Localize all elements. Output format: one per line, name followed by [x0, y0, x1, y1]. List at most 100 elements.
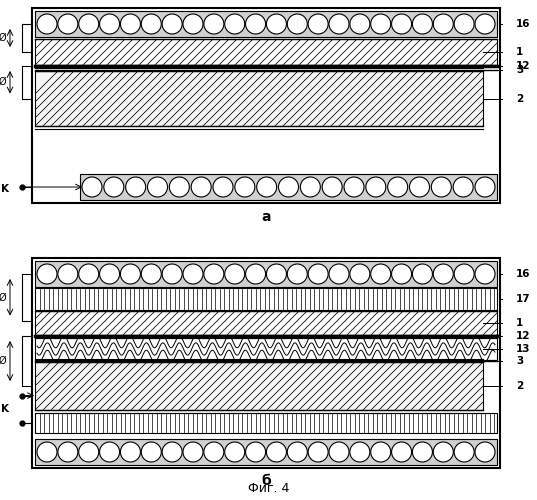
Bar [35, 362, 483, 410]
Text: 16: 16 [516, 19, 531, 29]
Bar [35, 311, 497, 335]
Circle shape [266, 442, 286, 462]
Circle shape [126, 177, 146, 197]
Circle shape [371, 264, 391, 284]
Circle shape [475, 177, 495, 197]
Circle shape [279, 177, 299, 197]
Circle shape [266, 14, 286, 34]
Circle shape [433, 442, 453, 462]
Text: 16: 16 [516, 269, 531, 279]
Circle shape [475, 264, 495, 284]
Text: Ø: Ø [0, 356, 6, 366]
Circle shape [58, 14, 78, 34]
Circle shape [183, 264, 203, 284]
Circle shape [245, 442, 266, 462]
Circle shape [412, 14, 432, 34]
Circle shape [82, 177, 102, 197]
Circle shape [322, 177, 342, 197]
Bar [35, 413, 497, 433]
Text: 3: 3 [516, 356, 523, 366]
Circle shape [204, 264, 224, 284]
Circle shape [120, 442, 141, 462]
Bar [35, 71, 483, 126]
Circle shape [120, 14, 141, 34]
Circle shape [104, 177, 124, 197]
Circle shape [391, 442, 411, 462]
Bar [35, 338, 497, 360]
Circle shape [141, 14, 161, 34]
Circle shape [287, 442, 307, 462]
Circle shape [191, 177, 211, 197]
Circle shape [99, 442, 120, 462]
Circle shape [224, 264, 245, 284]
Circle shape [224, 14, 245, 34]
Circle shape [300, 177, 321, 197]
Circle shape [58, 442, 78, 462]
Circle shape [287, 264, 307, 284]
Bar [35, 39, 497, 65]
Circle shape [329, 264, 349, 284]
Circle shape [287, 14, 307, 34]
Circle shape [257, 177, 277, 197]
Circle shape [37, 442, 57, 462]
Text: 17: 17 [516, 294, 531, 304]
Circle shape [79, 264, 99, 284]
Circle shape [162, 264, 182, 284]
Text: Фиг. 4: Фиг. 4 [248, 482, 289, 495]
Text: 2: 2 [516, 381, 523, 391]
Circle shape [266, 264, 286, 284]
Text: Ø: Ø [0, 292, 6, 302]
Bar [35, 288, 497, 310]
Circle shape [454, 442, 474, 462]
Circle shape [79, 442, 99, 462]
Circle shape [412, 264, 432, 284]
Bar [35, 11, 497, 37]
Bar [35, 439, 497, 465]
Circle shape [37, 264, 57, 284]
Circle shape [224, 442, 245, 462]
Text: 13: 13 [516, 344, 531, 354]
Circle shape [99, 14, 120, 34]
Bar [32, 8, 500, 203]
Bar [80, 174, 497, 200]
Circle shape [371, 442, 391, 462]
Circle shape [245, 264, 266, 284]
Circle shape [350, 14, 370, 34]
Text: 1: 1 [516, 47, 523, 57]
Circle shape [454, 14, 474, 34]
Text: б: б [261, 474, 271, 488]
Bar [35, 261, 497, 287]
Circle shape [162, 442, 182, 462]
Circle shape [308, 442, 328, 462]
Text: 2: 2 [516, 94, 523, 104]
Circle shape [410, 177, 430, 197]
Circle shape [391, 264, 411, 284]
Circle shape [433, 264, 453, 284]
Circle shape [308, 14, 328, 34]
Circle shape [366, 177, 386, 197]
Circle shape [169, 177, 190, 197]
Circle shape [120, 264, 141, 284]
Bar [35, 338, 497, 360]
Circle shape [213, 177, 233, 197]
Circle shape [388, 177, 408, 197]
Bar [32, 258, 500, 468]
Bar [35, 39, 497, 65]
Text: Ø: Ø [0, 33, 6, 43]
Circle shape [79, 14, 99, 34]
Circle shape [148, 177, 168, 197]
Circle shape [141, 442, 161, 462]
Text: а: а [261, 210, 271, 224]
Circle shape [371, 14, 391, 34]
Circle shape [329, 14, 349, 34]
Circle shape [183, 14, 203, 34]
Circle shape [350, 442, 370, 462]
Circle shape [329, 442, 349, 462]
Circle shape [431, 177, 451, 197]
Circle shape [37, 14, 57, 34]
Circle shape [183, 442, 203, 462]
Circle shape [141, 264, 161, 284]
Circle shape [453, 177, 473, 197]
Circle shape [475, 442, 495, 462]
Circle shape [245, 14, 266, 34]
